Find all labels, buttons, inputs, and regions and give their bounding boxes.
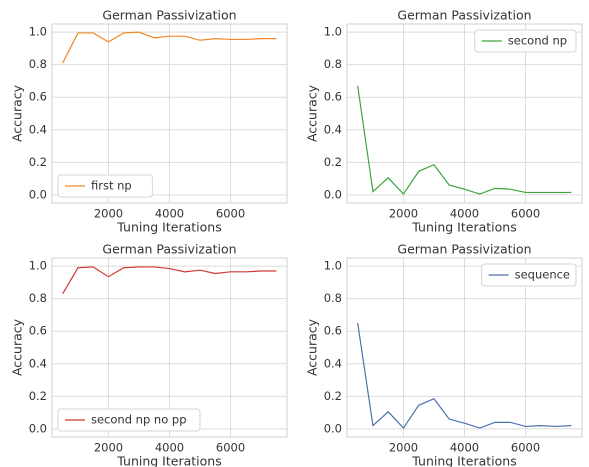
y-axis-label: Accuracy xyxy=(10,318,25,376)
subplot: 0.0 0.2 0.4 0.6 0.8 1.0 2000 4000 6000 German Pas… xyxy=(305,242,583,467)
x-tick-label: 6000 xyxy=(511,441,540,455)
x-axis-label: Tuning Iterations xyxy=(116,454,221,467)
legend-label: second np no pp xyxy=(91,413,187,427)
line-series xyxy=(357,85,572,196)
subplot: 0.0 0.2 0.4 0.6 0.8 1.0 2000 4000 6000 German Pas… xyxy=(305,8,583,235)
y-tick-label: 1.0 xyxy=(324,25,342,39)
x-tick-label: 4000 xyxy=(450,441,479,455)
legend-box xyxy=(474,29,577,53)
subplot: 0.0 0.2 0.4 0.6 0.8 1.0 2000 4000 6000 German Pas… xyxy=(10,8,288,235)
x-tick-label: 2000 xyxy=(94,207,123,221)
y-tick-label: 0.6 xyxy=(324,324,342,338)
y-tick-label: 0.2 xyxy=(29,389,47,403)
x-axis-label: Tuning Iterations xyxy=(411,220,516,235)
legend-box xyxy=(57,408,201,432)
x-tick-label: 4000 xyxy=(155,207,184,221)
y-tick-label: 0.8 xyxy=(29,57,47,71)
y-tick-label: 0.8 xyxy=(29,291,47,305)
subplot-title: German Passivization xyxy=(397,8,531,23)
legend-box xyxy=(57,174,153,198)
y-axis-label: Accuracy xyxy=(305,84,320,142)
legend-label: sequence xyxy=(515,268,570,282)
line-series xyxy=(357,323,572,430)
x-tick-label: 4000 xyxy=(155,441,184,455)
x-tick-label: 4000 xyxy=(450,207,479,221)
y-tick-label: 0.8 xyxy=(324,291,342,305)
y-tick-label: 0.2 xyxy=(324,389,342,403)
x-tick-label: 2000 xyxy=(94,441,123,455)
x-tick-label: 6000 xyxy=(511,207,540,221)
axes-frame xyxy=(346,23,583,204)
x-tick-label: 6000 xyxy=(216,207,245,221)
x-tick-label: 2000 xyxy=(389,441,418,455)
legend: sequence xyxy=(481,263,577,287)
legend: second np xyxy=(474,29,577,53)
subplot-title: German Passivization xyxy=(397,242,531,257)
subplot-title: German Passivization xyxy=(102,242,236,257)
legend-label: second np xyxy=(508,34,567,48)
y-tick-label: 1.0 xyxy=(29,25,47,39)
legend: first np xyxy=(57,174,153,198)
y-tick-label: 0.0 xyxy=(324,187,342,201)
y-axis-label: Accuracy xyxy=(305,318,320,376)
y-tick-label: 0.4 xyxy=(29,356,47,370)
subplot-title: German Passivization xyxy=(102,8,236,23)
y-tick-label: 0.4 xyxy=(324,122,342,136)
y-tick-label: 1.0 xyxy=(324,259,342,273)
y-tick-label: 0.0 xyxy=(29,421,47,435)
subplot: 0.0 0.2 0.4 0.6 0.8 1.0 2000 4000 6000 German Pas… xyxy=(10,242,288,467)
y-tick-label: 0.0 xyxy=(29,187,47,201)
legend-box xyxy=(481,263,577,287)
y-tick-label: 0.2 xyxy=(324,155,342,169)
x-tick-label: 2000 xyxy=(389,207,418,221)
y-tick-label: 0.6 xyxy=(324,90,342,104)
axes-frame xyxy=(346,257,583,438)
y-tick-label: 0.2 xyxy=(29,155,47,169)
y-tick-label: 0.0 xyxy=(324,421,342,435)
x-axis-label: Tuning Iterations xyxy=(411,454,516,467)
line-series xyxy=(62,31,277,64)
y-tick-label: 0.6 xyxy=(29,324,47,338)
y-tick-label: 0.6 xyxy=(29,90,47,104)
y-axis-label: Accuracy xyxy=(10,84,25,142)
x-tick-label: 6000 xyxy=(216,441,245,455)
legend: second np no pp xyxy=(57,408,201,432)
line-series xyxy=(62,266,277,295)
y-tick-label: 0.4 xyxy=(29,122,47,136)
y-tick-label: 0.8 xyxy=(324,57,342,71)
axes-frame xyxy=(51,257,288,438)
y-tick-label: 1.0 xyxy=(29,259,47,273)
axes-frame xyxy=(51,23,288,204)
y-tick-label: 0.4 xyxy=(324,356,342,370)
legend-label: first np xyxy=(91,179,132,193)
x-axis-label: Tuning Iterations xyxy=(116,220,221,235)
